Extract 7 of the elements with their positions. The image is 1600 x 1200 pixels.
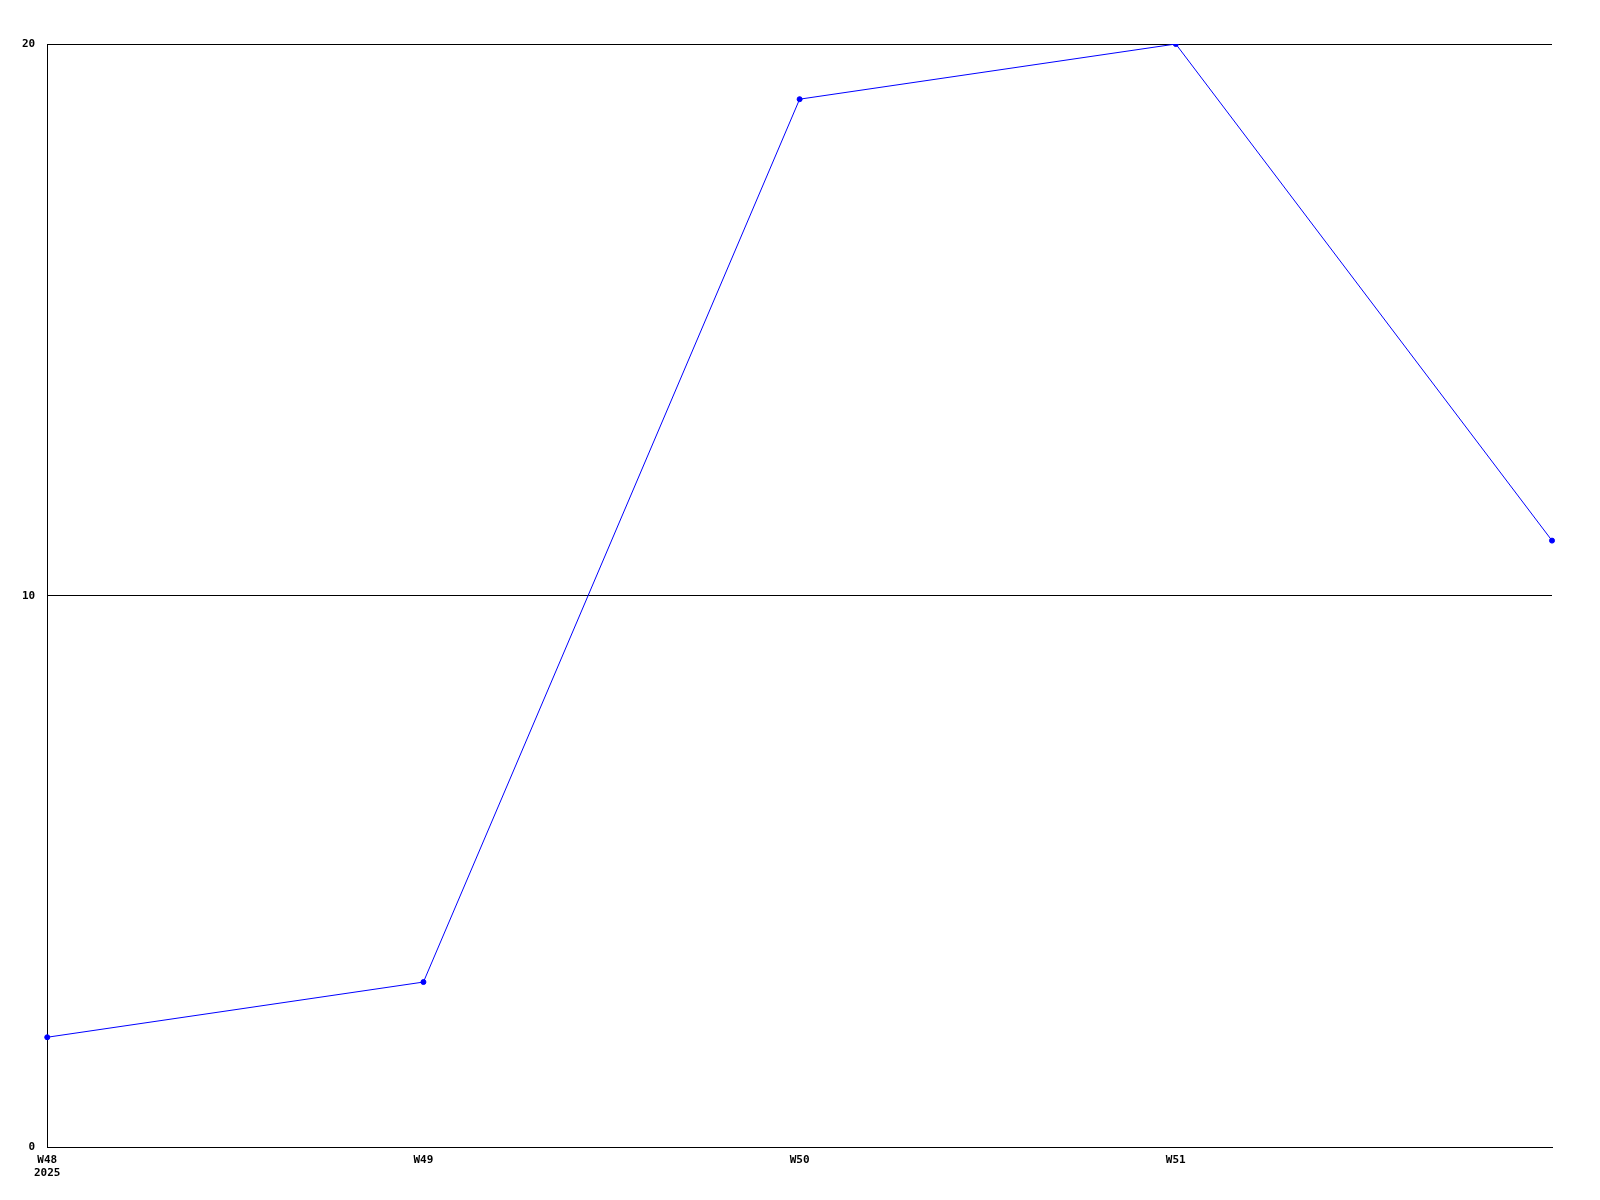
y-tick-label: 20	[22, 36, 36, 50]
y-tick-label: 0	[28, 1140, 36, 1154]
x-tick-label: W48 2025	[34, 1153, 61, 1180]
x-tick-label: W50	[789, 1153, 810, 1167]
x-tick-label: W49	[413, 1153, 434, 1167]
y-tick-label: 10	[22, 588, 36, 602]
x-tick-label: W51	[1165, 1153, 1187, 1167]
